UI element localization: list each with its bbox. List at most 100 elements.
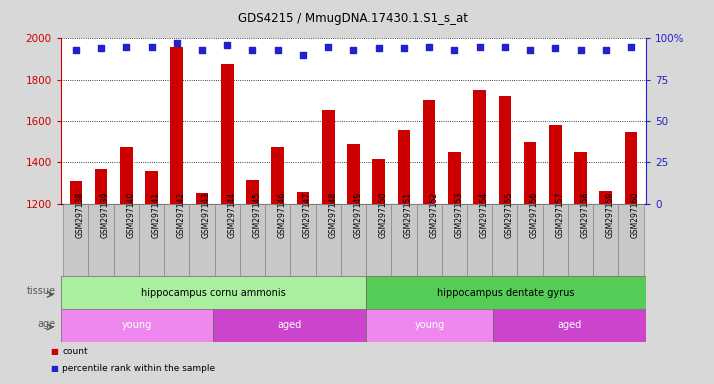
Text: GSM297152: GSM297152 — [429, 191, 438, 238]
Bar — [568, 204, 593, 276]
Bar — [139, 204, 164, 276]
Bar — [398, 130, 411, 204]
Point — [146, 43, 157, 50]
Bar — [145, 171, 158, 204]
Text: young: young — [415, 320, 445, 331]
Text: age: age — [38, 319, 56, 329]
Point — [373, 45, 384, 51]
Text: GSM297146: GSM297146 — [278, 191, 287, 238]
Bar — [189, 204, 215, 276]
Bar — [246, 180, 258, 204]
Bar — [518, 204, 543, 276]
Text: aged: aged — [278, 320, 302, 331]
Text: GSM297139: GSM297139 — [101, 191, 110, 238]
Text: GSM297156: GSM297156 — [530, 191, 539, 238]
Bar — [366, 309, 493, 342]
Bar — [64, 204, 89, 276]
Text: aged: aged — [558, 320, 582, 331]
Bar — [196, 193, 208, 204]
Bar — [322, 109, 334, 204]
Text: GSM297138: GSM297138 — [76, 191, 85, 238]
Bar — [341, 204, 366, 276]
Bar — [618, 204, 643, 276]
Text: ■: ■ — [50, 364, 58, 373]
Text: GSM297155: GSM297155 — [505, 191, 514, 238]
Bar — [498, 96, 511, 204]
Bar — [524, 142, 536, 204]
Bar — [120, 147, 133, 204]
Text: GSM297160: GSM297160 — [631, 191, 640, 238]
Text: tissue: tissue — [27, 286, 56, 296]
Text: count: count — [62, 347, 88, 356]
Bar — [600, 191, 612, 204]
Text: GSM297157: GSM297157 — [555, 191, 564, 238]
Bar — [265, 204, 291, 276]
Bar — [423, 100, 436, 204]
Bar — [95, 169, 107, 204]
Bar — [373, 159, 385, 204]
Bar — [164, 204, 189, 276]
Point — [348, 47, 359, 53]
Bar — [240, 204, 265, 276]
Bar — [221, 64, 233, 204]
Bar — [492, 204, 518, 276]
Text: GSM297151: GSM297151 — [404, 191, 413, 238]
Bar — [448, 152, 461, 204]
Point — [171, 40, 183, 46]
Text: GSM297142: GSM297142 — [177, 191, 186, 238]
Text: GSM297143: GSM297143 — [202, 191, 211, 238]
Text: GSM297148: GSM297148 — [328, 191, 337, 238]
Text: GSM297147: GSM297147 — [303, 191, 312, 238]
Bar — [215, 204, 240, 276]
Point — [550, 45, 561, 51]
Text: hippocampus cornu ammonis: hippocampus cornu ammonis — [141, 288, 286, 298]
Point — [121, 43, 132, 50]
Bar — [549, 125, 562, 204]
Point — [448, 47, 460, 53]
Text: GSM297141: GSM297141 — [151, 191, 161, 238]
Point — [423, 43, 435, 50]
Text: percentile rank within the sample: percentile rank within the sample — [62, 364, 215, 373]
Point — [474, 43, 486, 50]
Text: GSM297150: GSM297150 — [378, 191, 388, 238]
Bar — [366, 276, 646, 309]
Text: GSM297149: GSM297149 — [353, 191, 363, 238]
Text: GDS4215 / MmugDNA.17430.1.S1_s_at: GDS4215 / MmugDNA.17430.1.S1_s_at — [238, 12, 468, 25]
Bar — [574, 152, 587, 204]
Bar — [442, 204, 467, 276]
Bar — [467, 204, 492, 276]
Bar — [296, 192, 309, 204]
Bar — [316, 204, 341, 276]
Bar — [69, 181, 82, 204]
Point — [196, 47, 208, 53]
Text: GSM297140: GSM297140 — [126, 191, 136, 238]
Bar — [366, 204, 391, 276]
Point — [247, 47, 258, 53]
Point — [297, 52, 308, 58]
Text: young: young — [122, 320, 152, 331]
Point — [499, 43, 511, 50]
Bar — [213, 309, 366, 342]
Point — [272, 47, 283, 53]
Bar — [625, 132, 638, 204]
Bar — [391, 204, 416, 276]
Bar — [114, 204, 139, 276]
Point — [96, 45, 107, 51]
Point — [398, 45, 410, 51]
Bar — [543, 204, 568, 276]
Text: GSM297154: GSM297154 — [480, 191, 488, 238]
Bar — [416, 204, 442, 276]
Text: GSM297153: GSM297153 — [454, 191, 463, 238]
Bar — [593, 204, 618, 276]
Bar — [493, 309, 646, 342]
Point — [70, 47, 81, 53]
Point — [323, 43, 334, 50]
Bar — [61, 276, 366, 309]
Point — [575, 47, 586, 53]
Point — [600, 47, 611, 53]
Text: GSM297145: GSM297145 — [253, 191, 261, 238]
Bar — [271, 147, 284, 204]
Point — [625, 43, 637, 50]
Bar — [473, 90, 486, 204]
Text: GSM297158: GSM297158 — [580, 191, 590, 238]
